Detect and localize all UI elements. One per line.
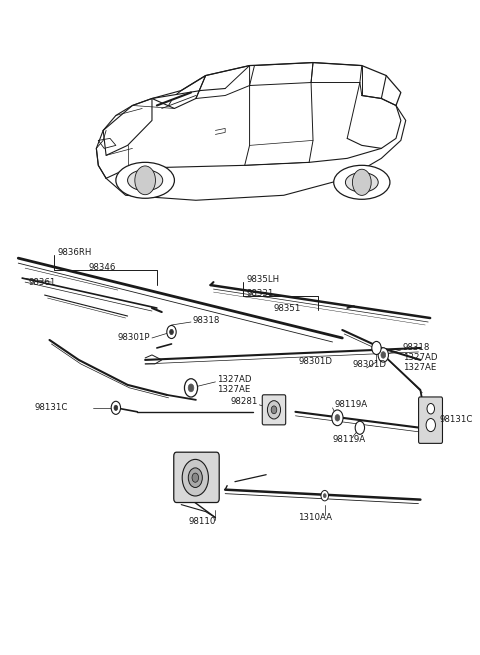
Text: 98331: 98331	[247, 289, 274, 297]
Text: 98318: 98318	[193, 316, 220, 324]
Circle shape	[188, 384, 194, 392]
Ellipse shape	[128, 170, 163, 191]
Ellipse shape	[334, 165, 390, 199]
Circle shape	[192, 473, 199, 482]
Text: 98119A: 98119A	[335, 400, 368, 409]
Circle shape	[352, 169, 371, 195]
Circle shape	[111, 402, 120, 415]
Text: 98346: 98346	[88, 263, 116, 272]
Text: 98351: 98351	[274, 303, 301, 312]
Circle shape	[271, 406, 277, 414]
Ellipse shape	[346, 172, 378, 192]
Circle shape	[335, 415, 340, 421]
Circle shape	[182, 459, 208, 496]
Circle shape	[426, 419, 435, 432]
Text: 98301D: 98301D	[352, 360, 386, 369]
Circle shape	[355, 421, 364, 434]
Circle shape	[321, 491, 328, 501]
Text: 1310AA: 1310AA	[299, 513, 332, 522]
FancyBboxPatch shape	[419, 397, 443, 443]
Circle shape	[324, 494, 326, 498]
Text: 1327AD: 1327AD	[217, 375, 252, 384]
FancyBboxPatch shape	[262, 395, 286, 425]
FancyBboxPatch shape	[174, 452, 219, 502]
Circle shape	[372, 341, 381, 354]
Text: 9835LH: 9835LH	[247, 274, 280, 284]
Text: 98281: 98281	[230, 398, 257, 406]
Text: 1327AE: 1327AE	[217, 385, 251, 394]
Circle shape	[378, 348, 388, 362]
Circle shape	[188, 468, 203, 487]
Text: 98301P: 98301P	[118, 333, 150, 343]
Circle shape	[267, 401, 280, 419]
Text: 98361: 98361	[28, 278, 55, 287]
Circle shape	[332, 410, 343, 426]
Circle shape	[135, 166, 156, 195]
Circle shape	[184, 379, 198, 397]
Text: 98318: 98318	[403, 343, 430, 352]
Circle shape	[381, 352, 385, 358]
Circle shape	[427, 403, 434, 414]
Circle shape	[114, 405, 118, 411]
Text: 98131C: 98131C	[35, 403, 68, 413]
Circle shape	[169, 329, 173, 335]
Text: 98301D: 98301D	[299, 358, 333, 366]
Text: 9836RH: 9836RH	[57, 248, 92, 257]
Text: 1327AE: 1327AE	[403, 364, 436, 373]
Text: 98119A: 98119A	[333, 436, 366, 444]
Ellipse shape	[116, 162, 174, 198]
Text: 98110: 98110	[188, 517, 216, 526]
Text: 1327AD: 1327AD	[403, 354, 437, 362]
Text: 98131C: 98131C	[440, 415, 473, 424]
Circle shape	[167, 326, 176, 339]
